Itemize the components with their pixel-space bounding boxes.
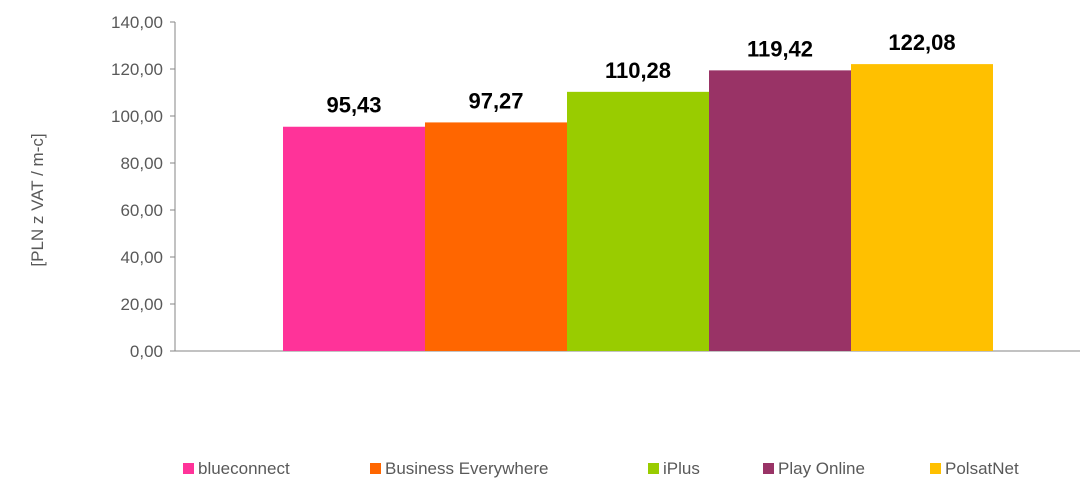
legend-swatch [370,463,381,474]
y-tick-label: 80,00 [120,154,163,173]
y-tick-label: 100,00 [111,107,163,126]
bar-business-everywhere [425,122,567,351]
bars [283,64,993,351]
y-tick-label: 60,00 [120,201,163,220]
legend-swatch [183,463,194,474]
legend-item: iPlus [648,459,700,478]
y-tick-label: 40,00 [120,248,163,267]
bar-play-online [709,70,851,351]
data-label: 122,08 [888,30,955,55]
legend-item: blueconnect [183,459,290,478]
y-axis-title-group: [PLN z VAT / m-c] [28,133,47,266]
y-axis-title: [PLN z VAT / m-c] [28,133,47,266]
legend-swatch [648,463,659,474]
legend-label: Play Online [778,459,865,478]
y-tick-label: 140,00 [111,13,163,32]
data-label: 110,28 [605,58,671,83]
data-label: 95,43 [326,93,381,118]
legend-item: Play Online [763,459,865,478]
legend-label: Business Everywhere [385,459,548,478]
data-label: 97,27 [468,88,523,113]
legend: blueconnect Business Everywhere iPlus Play … [183,459,1019,478]
data-labels: 95,43 97,27 110,28 119,42 122,08 [326,30,955,118]
y-tick-label: 120,00 [111,60,163,79]
bar-blueconnect [283,126,425,351]
y-tick-label: 0,00 [130,342,163,361]
y-ticks: 0,00 20,00 40,00 60,00 80,00 100,00 120,00 140,… [111,13,175,361]
bar-polsatnet [851,64,993,351]
y-tick-label: 20,00 [120,295,163,314]
legend-item: Business Everywhere [370,459,548,478]
legend-label: iPlus [663,459,700,478]
legend-item: PolsatNet [930,459,1019,478]
legend-label: PolsatNet [945,459,1019,478]
legend-swatch [763,463,774,474]
legend-label: blueconnect [198,459,290,478]
data-label: 119,42 [747,36,813,61]
legend-swatch [930,463,941,474]
bar-iplus [567,91,709,351]
